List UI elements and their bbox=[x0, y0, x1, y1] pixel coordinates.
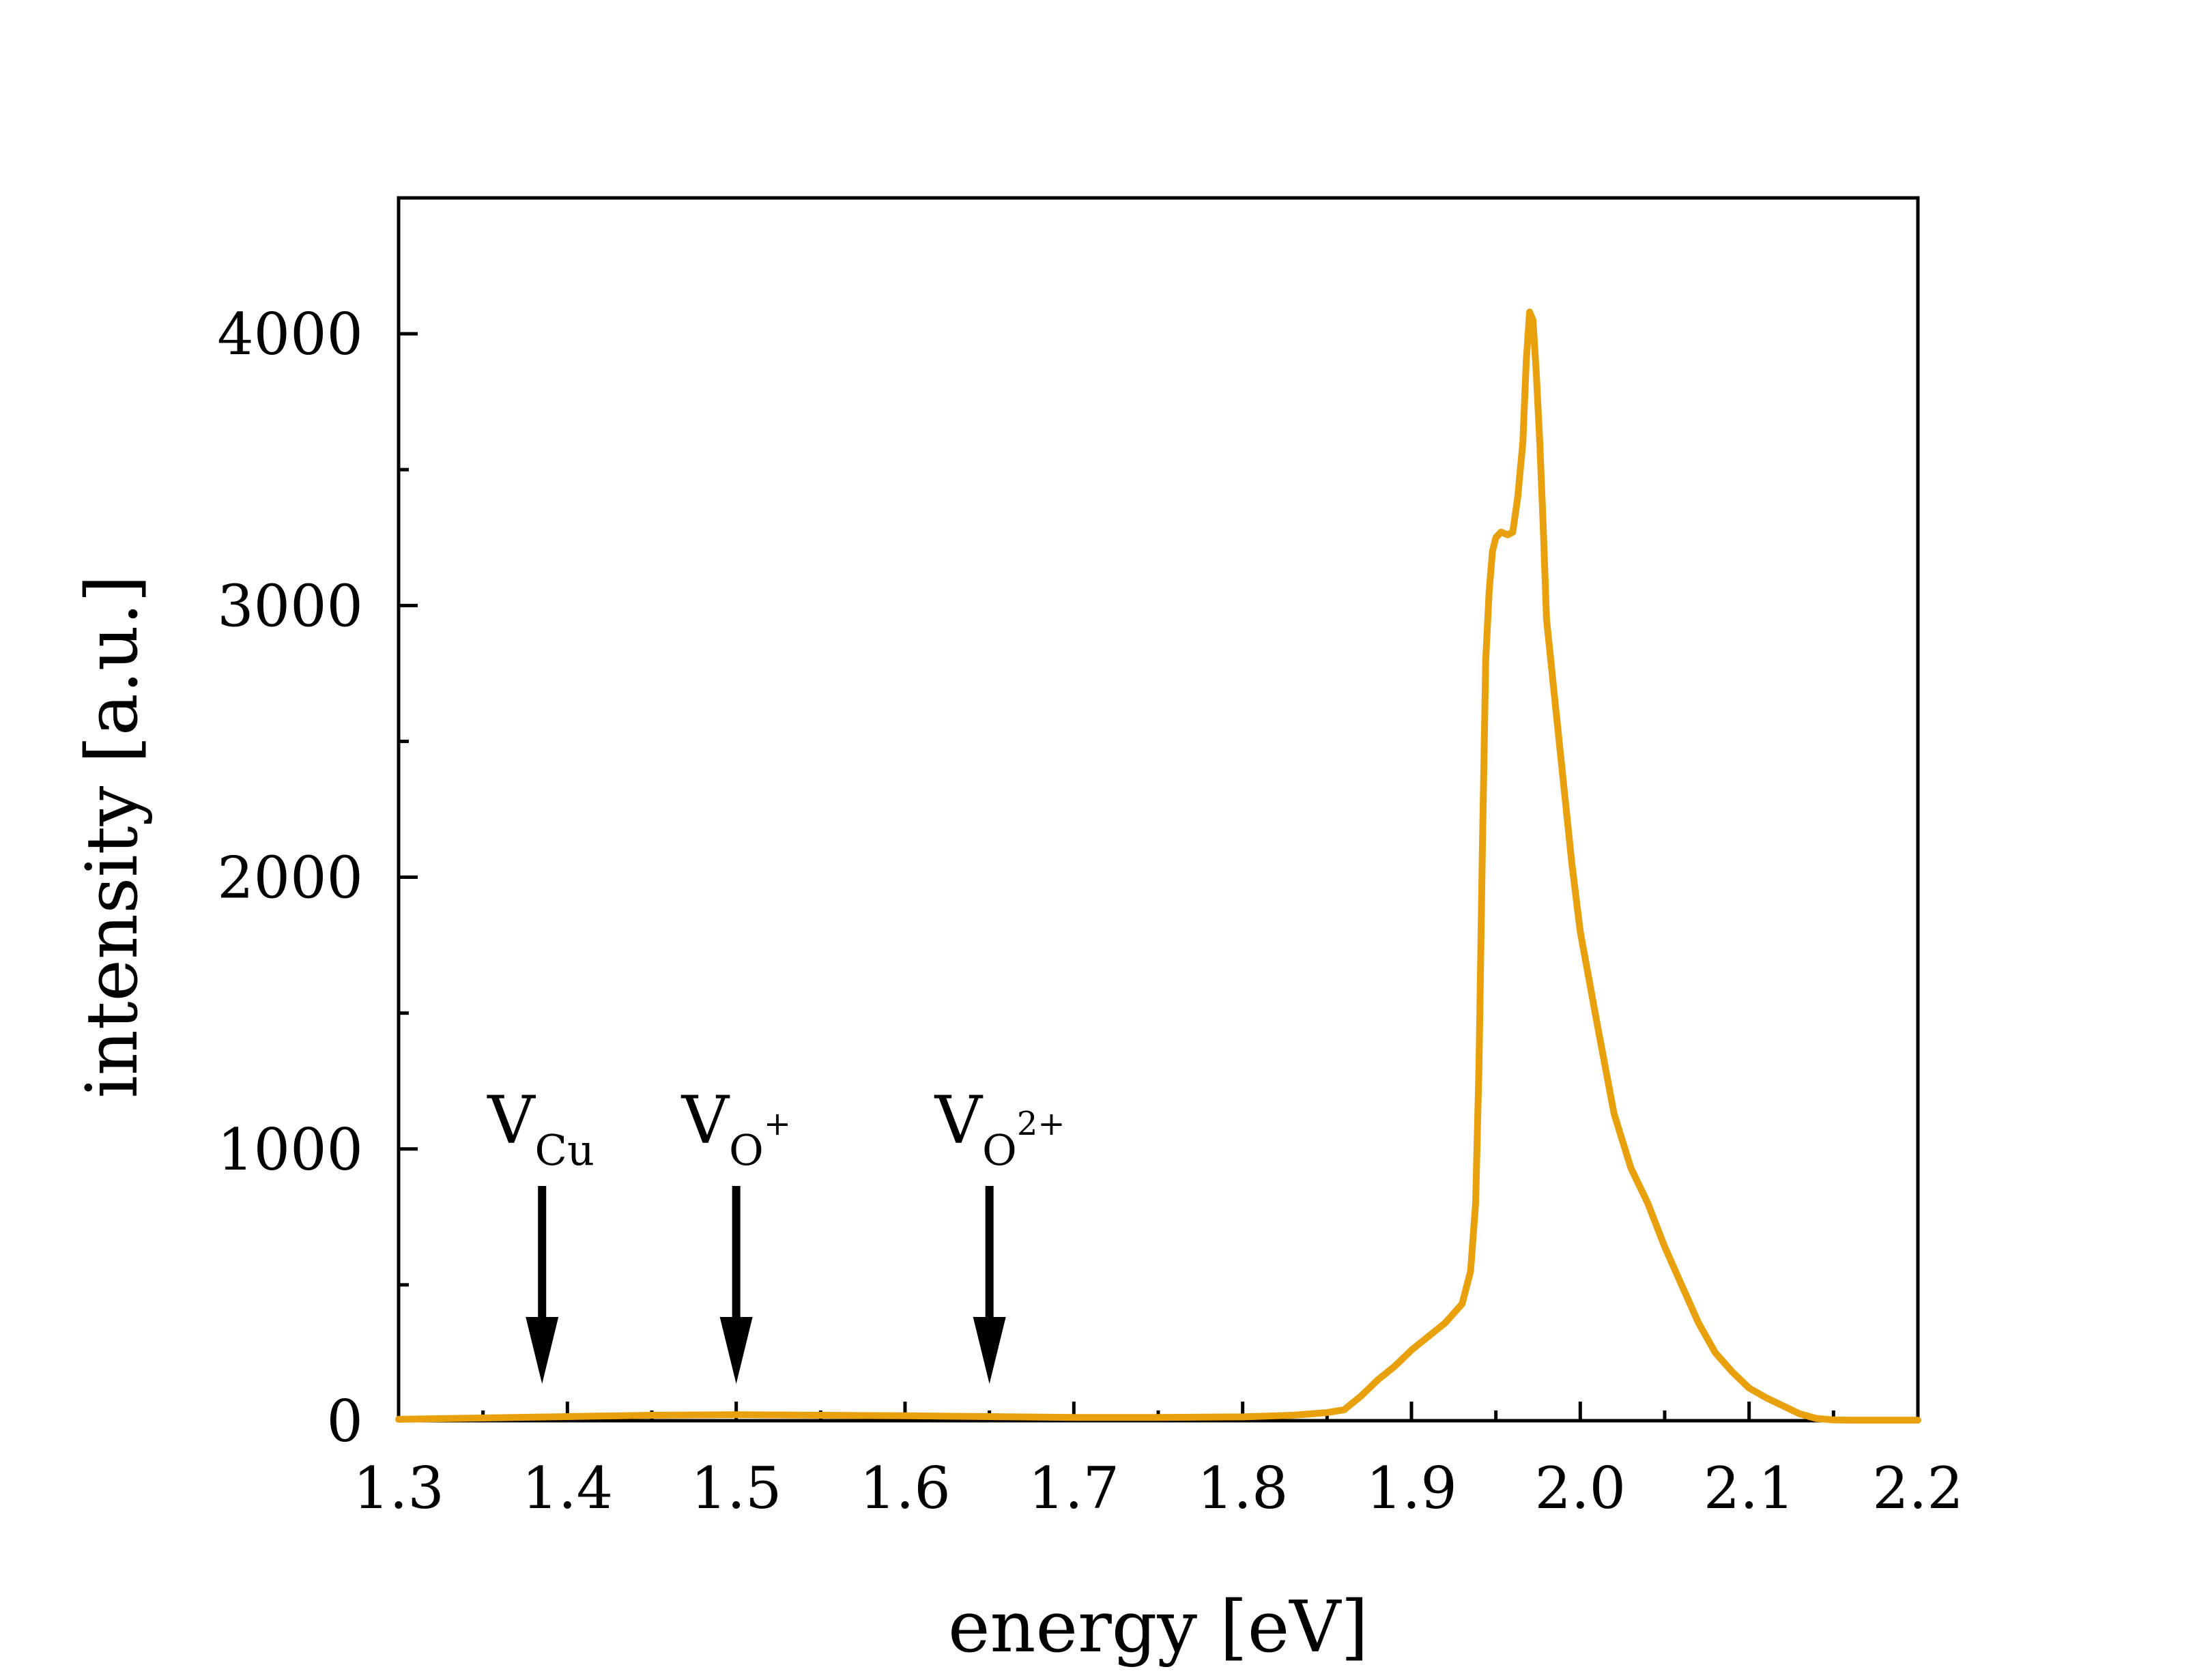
annotation-label: VO+ bbox=[681, 1082, 791, 1175]
arrow-head-icon bbox=[719, 1317, 753, 1384]
x-axis-tick-labels: 1.3 1.4 1.5 1.6 1.7 1.8 1.9 2.0 2.1 2.2 bbox=[353, 1455, 1964, 1522]
defect-annotation: VO+ bbox=[681, 1082, 791, 1384]
x-tick-label: 1.3 bbox=[353, 1455, 444, 1522]
y-tick-label: 1000 bbox=[217, 1116, 363, 1183]
arrow-head-icon bbox=[973, 1317, 1006, 1384]
y-tick-label: 0 bbox=[327, 1388, 363, 1455]
y-axis-tick-labels: 0 1000 2000 3000 4000 bbox=[217, 301, 363, 1455]
x-tick-label: 1.9 bbox=[1366, 1455, 1457, 1522]
annotation-label: VCu bbox=[487, 1082, 594, 1175]
defect-annotation: VCu bbox=[487, 1082, 594, 1384]
y-tick-label: 4000 bbox=[217, 301, 363, 368]
plot-area bbox=[397, 196, 1920, 1423]
x-tick-label: 1.6 bbox=[859, 1455, 951, 1522]
y-tick-label: 2000 bbox=[217, 845, 363, 912]
x-tick-label: 2.2 bbox=[1872, 1455, 1964, 1522]
x-tick-label: 2.0 bbox=[1535, 1455, 1626, 1522]
x-tick-label: 1.5 bbox=[691, 1455, 782, 1522]
y-tick-label: 3000 bbox=[217, 573, 363, 639]
x-tick-label: 1.8 bbox=[1197, 1455, 1289, 1522]
y-axis-ticks bbox=[399, 332, 418, 1423]
annotation-label: VO2+ bbox=[934, 1082, 1065, 1175]
x-axis-title: energy [eV] bbox=[948, 1585, 1368, 1668]
x-tick-label: 1.7 bbox=[1029, 1455, 1120, 1522]
y-axis-title: intensity [a.u.] bbox=[70, 575, 154, 1098]
annotations: VCu VO+ VO2+ bbox=[487, 1082, 1065, 1384]
x-tick-label: 2.1 bbox=[1704, 1455, 1795, 1522]
defect-annotation: VO2+ bbox=[934, 1082, 1065, 1384]
series-group bbox=[395, 308, 1921, 1424]
x-tick-label: 1.4 bbox=[522, 1455, 614, 1522]
series-line bbox=[395, 308, 1921, 1424]
arrow-head-icon bbox=[526, 1317, 559, 1384]
